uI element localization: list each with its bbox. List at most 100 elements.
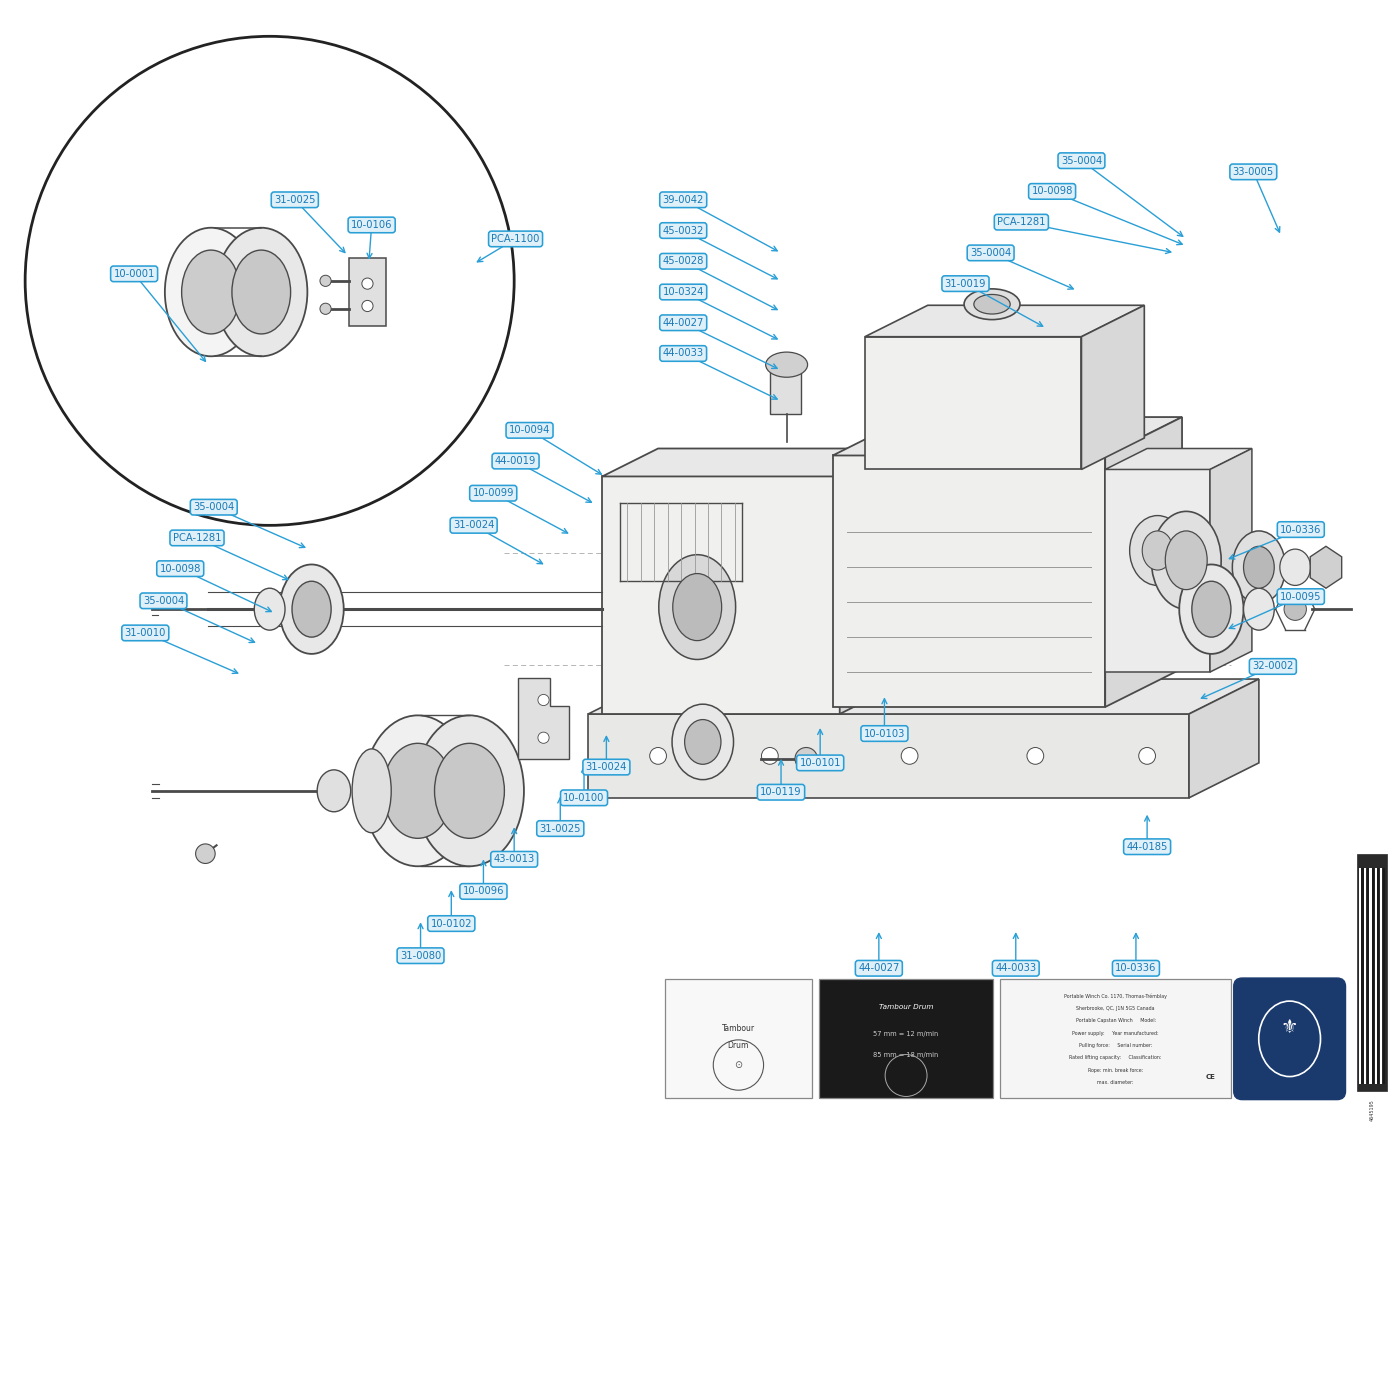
Polygon shape bbox=[840, 448, 896, 714]
Polygon shape bbox=[602, 448, 896, 476]
Circle shape bbox=[795, 748, 818, 770]
Text: 10-0119: 10-0119 bbox=[760, 787, 802, 797]
Ellipse shape bbox=[232, 251, 291, 335]
Text: 32-0002: 32-0002 bbox=[1252, 661, 1294, 672]
Text: PCA-1281: PCA-1281 bbox=[172, 533, 221, 543]
Text: 57 mm = 12 m/min: 57 mm = 12 m/min bbox=[874, 1030, 939, 1036]
Polygon shape bbox=[833, 417, 1182, 455]
Text: 10-0336: 10-0336 bbox=[1116, 963, 1156, 973]
Text: Power supply:     Year manufactured:: Power supply: Year manufactured: bbox=[1072, 1030, 1159, 1036]
Text: 44-0033: 44-0033 bbox=[662, 349, 704, 358]
Polygon shape bbox=[602, 476, 840, 714]
Ellipse shape bbox=[1243, 546, 1274, 588]
Text: ⚜: ⚜ bbox=[1281, 1018, 1298, 1037]
Circle shape bbox=[1028, 748, 1044, 764]
FancyBboxPatch shape bbox=[1378, 868, 1379, 1084]
Polygon shape bbox=[865, 337, 1081, 469]
Text: 10-0098: 10-0098 bbox=[1032, 186, 1072, 196]
Polygon shape bbox=[1310, 546, 1341, 588]
Circle shape bbox=[321, 276, 332, 287]
Text: 10-0096: 10-0096 bbox=[462, 886, 504, 896]
Text: 31-0024: 31-0024 bbox=[585, 762, 627, 771]
Text: 10-0095: 10-0095 bbox=[1280, 592, 1322, 602]
Text: 4645195: 4645195 bbox=[1369, 1099, 1375, 1121]
Text: 10-0106: 10-0106 bbox=[351, 220, 392, 230]
Polygon shape bbox=[588, 679, 1259, 714]
Text: Rope: min. break force:: Rope: min. break force: bbox=[1088, 1068, 1144, 1072]
Polygon shape bbox=[1105, 417, 1182, 707]
Text: 35-0004: 35-0004 bbox=[970, 248, 1011, 258]
Text: 31-0025: 31-0025 bbox=[274, 195, 315, 204]
Text: ⊙: ⊙ bbox=[735, 1060, 742, 1070]
Circle shape bbox=[361, 301, 372, 312]
Circle shape bbox=[1138, 748, 1155, 764]
Text: 31-0024: 31-0024 bbox=[454, 521, 494, 531]
Text: CE: CE bbox=[1205, 1074, 1215, 1079]
Text: 35-0004: 35-0004 bbox=[193, 503, 234, 512]
Ellipse shape bbox=[766, 351, 808, 377]
FancyBboxPatch shape bbox=[349, 259, 385, 326]
FancyBboxPatch shape bbox=[1366, 868, 1369, 1084]
Text: 43-0013: 43-0013 bbox=[494, 854, 535, 864]
Circle shape bbox=[902, 748, 918, 764]
Text: 10-0101: 10-0101 bbox=[799, 757, 841, 767]
Ellipse shape bbox=[363, 715, 472, 867]
Ellipse shape bbox=[351, 749, 391, 833]
Ellipse shape bbox=[974, 294, 1011, 314]
Text: PCA-1100: PCA-1100 bbox=[491, 234, 540, 244]
FancyBboxPatch shape bbox=[665, 980, 812, 1098]
Text: 31-0025: 31-0025 bbox=[539, 823, 581, 833]
FancyBboxPatch shape bbox=[1233, 979, 1345, 1099]
Text: 10-0099: 10-0099 bbox=[472, 489, 514, 498]
Text: Tambour Drum: Tambour Drum bbox=[879, 1004, 934, 1011]
FancyBboxPatch shape bbox=[819, 980, 994, 1098]
Text: Sherbrooke, QC, J1N 5G5 Canada: Sherbrooke, QC, J1N 5G5 Canada bbox=[1077, 1007, 1155, 1011]
Text: 44-0027: 44-0027 bbox=[858, 963, 900, 973]
Text: Portable Winch Co. 1170, Thomas-Trémblay: Portable Winch Co. 1170, Thomas-Trémblay bbox=[1064, 994, 1168, 1000]
Text: 35-0004: 35-0004 bbox=[1061, 155, 1102, 165]
Polygon shape bbox=[1105, 469, 1210, 672]
Polygon shape bbox=[1210, 448, 1252, 672]
Polygon shape bbox=[833, 455, 1105, 707]
Text: Pulling force:     Serial number:: Pulling force: Serial number: bbox=[1079, 1043, 1152, 1049]
Circle shape bbox=[762, 748, 778, 764]
Text: 39-0042: 39-0042 bbox=[662, 195, 704, 204]
Text: Portable Capstan Winch     Model:: Portable Capstan Winch Model: bbox=[1075, 1018, 1156, 1023]
Text: 44-0033: 44-0033 bbox=[995, 963, 1036, 973]
Polygon shape bbox=[518, 678, 568, 759]
Circle shape bbox=[196, 844, 216, 864]
Text: 10-0103: 10-0103 bbox=[864, 728, 906, 739]
Text: Drum: Drum bbox=[728, 1040, 749, 1050]
Ellipse shape bbox=[1191, 581, 1231, 637]
Ellipse shape bbox=[1165, 531, 1207, 589]
Ellipse shape bbox=[293, 581, 332, 637]
FancyBboxPatch shape bbox=[1369, 868, 1372, 1084]
Ellipse shape bbox=[673, 574, 721, 641]
Text: 10-0100: 10-0100 bbox=[563, 792, 605, 802]
Ellipse shape bbox=[414, 715, 524, 867]
Circle shape bbox=[538, 732, 549, 743]
Circle shape bbox=[1284, 598, 1306, 620]
Ellipse shape bbox=[382, 743, 452, 839]
Text: 10-0098: 10-0098 bbox=[160, 564, 202, 574]
Text: 10-0336: 10-0336 bbox=[1280, 525, 1322, 535]
Text: 35-0004: 35-0004 bbox=[143, 596, 183, 606]
Circle shape bbox=[321, 304, 332, 315]
Text: 10-0102: 10-0102 bbox=[431, 918, 472, 928]
FancyBboxPatch shape bbox=[1383, 868, 1385, 1084]
FancyBboxPatch shape bbox=[1375, 868, 1376, 1084]
Text: 85 mm = 18 m/min: 85 mm = 18 m/min bbox=[874, 1051, 939, 1057]
Text: 31-0080: 31-0080 bbox=[400, 951, 441, 960]
Text: 31-0010: 31-0010 bbox=[125, 629, 167, 638]
FancyBboxPatch shape bbox=[1357, 854, 1387, 1091]
Ellipse shape bbox=[216, 228, 308, 356]
Text: 45-0028: 45-0028 bbox=[662, 256, 704, 266]
FancyBboxPatch shape bbox=[1372, 868, 1375, 1084]
Text: max. diameter:: max. diameter: bbox=[1098, 1079, 1134, 1085]
Ellipse shape bbox=[182, 251, 241, 335]
Text: 31-0019: 31-0019 bbox=[945, 279, 986, 288]
Ellipse shape bbox=[165, 228, 258, 356]
Ellipse shape bbox=[1130, 515, 1186, 585]
Text: 44-0019: 44-0019 bbox=[494, 456, 536, 466]
Ellipse shape bbox=[965, 288, 1021, 319]
